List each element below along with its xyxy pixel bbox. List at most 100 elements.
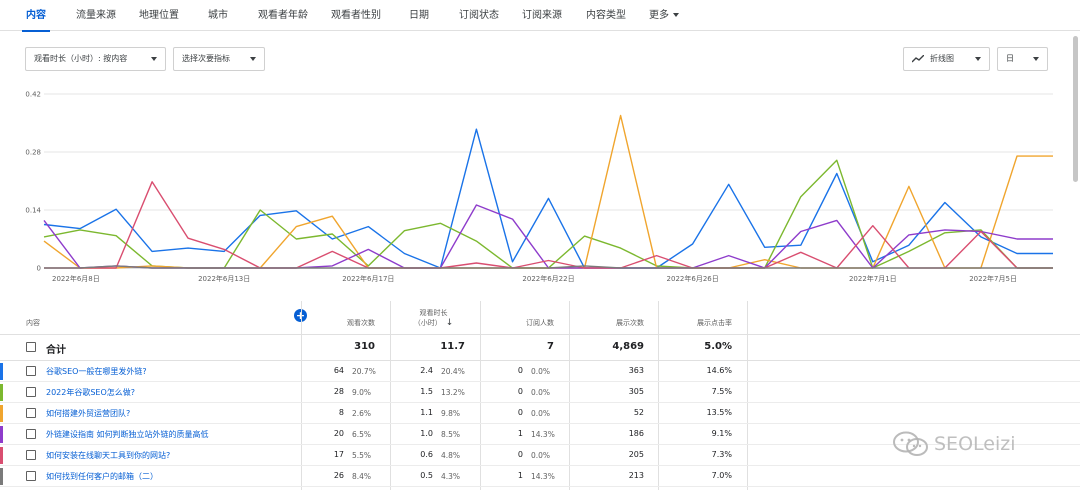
x-tick-label: 2022年6月13日 — [198, 274, 250, 283]
row-ctr: 7.0% — [711, 471, 732, 480]
chart-type-label: 折线图 — [930, 54, 954, 63]
row-checkbox[interactable] — [26, 366, 36, 376]
x-tick-label: 2022年7月1日 — [849, 274, 897, 283]
row-watch-time: 0.5 — [420, 471, 433, 480]
row-watch-time: 1.1 — [420, 408, 433, 417]
row-subs-pct: 0.0% — [531, 451, 551, 460]
header-watch-time-unit: （小时） — [413, 319, 442, 327]
tab-date[interactable]: 日期 — [409, 10, 429, 21]
total-subscribers: 7 — [547, 341, 554, 352]
row-views-pct: 8.4% — [352, 472, 372, 481]
row-subs-pct: 14.3% — [531, 430, 555, 439]
total-impressions: 4,869 — [612, 341, 644, 352]
row-title-link[interactable]: 如何搭建外贸运营团队? — [46, 409, 131, 418]
row-ctr: 9.1% — [711, 429, 732, 438]
header-views[interactable]: 观看次数 — [347, 319, 375, 327]
tab-city[interactable]: 城市 — [208, 10, 228, 21]
header-watch-time[interactable]: 观看时长 （小时） ↓ — [405, 308, 462, 328]
row-views-pct: 9.0% — [352, 388, 372, 397]
row-impressions: 213 — [628, 471, 644, 480]
tab-content[interactable]: 内容 — [22, 0, 50, 32]
row-impressions: 305 — [628, 387, 644, 396]
series-line-3 — [43, 114, 1053, 269]
tab-more[interactable]: 更多 — [649, 0, 679, 31]
x-tick-label: 2022年6月22日 — [522, 274, 574, 283]
chart-type-dropdown[interactable]: 折线图 — [903, 47, 990, 71]
row-watch-pct: 8.5% — [441, 430, 461, 439]
row-title-link[interactable]: 如何找到任何客户的邮箱（二） — [46, 472, 158, 481]
row-views: 26 — [333, 471, 344, 480]
table-row: 谷歌SEO一般在哪里发外链? 64 20.7% 2.4 20.4% 0 0.0% 363 14.… — [0, 361, 1080, 382]
table-row: 如何搭建外贸运营团队? 8 2.6% 1.1 9.8% 0 0.0% 52 13.5% — [0, 403, 1080, 424]
header-subscribers[interactable]: 订阅人数 — [526, 319, 554, 327]
tab-traffic-source[interactable]: 流量来源 — [76, 10, 116, 21]
series-color-bar — [0, 426, 3, 443]
row-subscribers: 0 — [517, 408, 523, 417]
watermark-text: SEOLeizi — [934, 433, 1016, 455]
row-views-pct: 20.7% — [352, 367, 376, 376]
x-tick-label: 2022年6月17日 — [342, 274, 394, 283]
chevron-down-icon — [250, 57, 256, 61]
row-watch-time: 0.6 — [420, 450, 433, 459]
row-watch-pct: 4.8% — [441, 451, 461, 460]
series-color-bar — [0, 363, 3, 380]
row-checkbox[interactable] — [26, 429, 36, 439]
line-chart: 0 0.14 0.28 0.42 2022年6月8日 2022年6月13日 2022年6月… — [25, 91, 1053, 283]
metric-dropdown[interactable]: 观看时长（小时）: 按内容 — [25, 47, 166, 71]
row-checkbox[interactable] — [26, 408, 36, 418]
header-content[interactable]: 内容 — [26, 319, 40, 327]
header-ctr[interactable]: 展示点击率 — [697, 319, 732, 327]
row-subscribers: 0 — [517, 366, 523, 375]
row-title-link[interactable]: 谷歌SEO一般在哪里发外链? — [46, 367, 147, 376]
row-ctr: 13.5% — [706, 408, 732, 417]
total-checkbox[interactable] — [26, 342, 36, 352]
add-column-button[interactable]: + — [294, 309, 307, 322]
row-ctr: 7.5% — [711, 387, 732, 396]
y-tick-label: 0.14 — [25, 207, 41, 215]
tab-viewer-gender[interactable]: 观看者性别 — [331, 10, 381, 21]
row-views: 8 — [338, 408, 344, 417]
secondary-metric-dropdown[interactable]: 选择次要指标 — [173, 47, 265, 71]
column-divider — [301, 301, 302, 490]
line-chart-icon — [912, 54, 924, 62]
row-subscribers: 1 — [517, 471, 523, 480]
column-divider — [480, 301, 481, 490]
total-label: 合计 — [46, 345, 66, 356]
row-impressions: 52 — [633, 408, 644, 417]
tab-geography[interactable]: 地理位置 — [139, 10, 179, 21]
row-views: 17 — [333, 450, 344, 459]
tab-subscription-status[interactable]: 订阅状态 — [459, 10, 499, 21]
row-views: 20 — [333, 429, 344, 438]
row-title-link[interactable]: 2022年谷歌SEO怎么做? — [46, 388, 136, 397]
series-color-bar — [0, 468, 3, 485]
row-subscribers: 0 — [517, 387, 523, 396]
table-row: 2022年谷歌SEO怎么做? 28 9.0% 1.5 13.2% 0 0.0% 305 7.5% — [0, 382, 1080, 403]
period-dropdown[interactable]: 日 — [997, 47, 1048, 71]
secondary-metric-label: 选择次要指标 — [182, 54, 230, 63]
header-impressions[interactable]: 展示次数 — [616, 319, 644, 327]
row-checkbox[interactable] — [26, 471, 36, 481]
tab-content-type[interactable]: 内容类型 — [586, 10, 626, 21]
chevron-down-icon — [975, 57, 981, 61]
row-subscribers: 1 — [517, 429, 523, 438]
row-checkbox[interactable] — [26, 450, 36, 460]
tab-viewer-age[interactable]: 观看者年龄 — [258, 10, 308, 21]
total-views: 310 — [354, 341, 375, 352]
row-title-link[interactable]: 如何安装在线聊天工具到你的网站? — [46, 451, 171, 460]
row-checkbox[interactable] — [26, 387, 36, 397]
row-ctr: 14.6% — [706, 366, 732, 375]
row-watch-time: 1.5 — [420, 387, 433, 396]
x-tick-label: 2022年6月8日 — [52, 274, 100, 283]
series-line-2 — [43, 159, 1053, 269]
total-watch-time: 11.7 — [440, 341, 465, 352]
column-divider — [658, 301, 659, 490]
row-subs-pct: 14.3% — [531, 472, 555, 481]
scrollbar[interactable] — [1073, 36, 1078, 182]
row-views-pct: 5.5% — [352, 451, 372, 460]
tab-subscription-source[interactable]: 订阅来源 — [522, 10, 562, 21]
row-title-link[interactable]: 外链建设指南 如何判断独立站外链的质量高低 — [46, 430, 209, 439]
row-ctr: 7.3% — [711, 450, 732, 459]
row-watch-time: 2.4 — [420, 366, 433, 375]
series-color-bar — [0, 405, 3, 422]
sort-down-icon[interactable]: ↓ — [445, 318, 454, 328]
